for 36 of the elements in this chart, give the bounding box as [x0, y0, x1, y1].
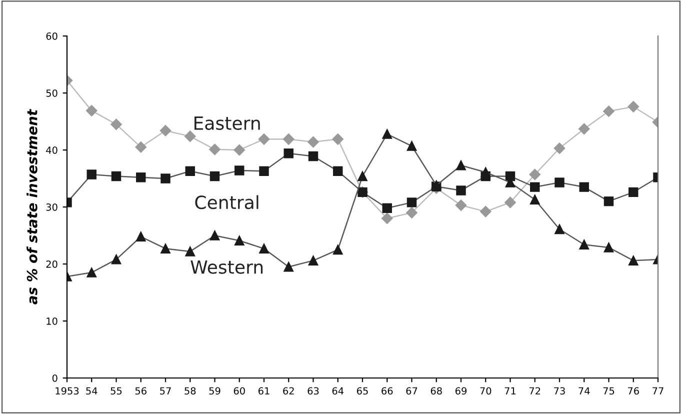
series-label: Central	[195, 195, 258, 210]
x-tick-label: 1953	[56, 387, 79, 395]
x-tick-label: 57	[160, 387, 171, 395]
x-tick-label: 63	[308, 387, 319, 395]
x-tick-label: 68	[430, 387, 442, 395]
x-tick-label: 74	[578, 387, 590, 394]
x-tick-label: 67	[406, 387, 418, 395]
x-tick-label: 62	[283, 387, 294, 395]
y-tick-label: 30	[46, 203, 58, 211]
x-tick-label: 54	[86, 387, 98, 395]
x-tick-label: 64	[332, 387, 344, 395]
x-tick-label: 70	[480, 387, 492, 395]
y-axis-title: as % of state investment	[26, 108, 38, 304]
x-tick-label: 72	[529, 387, 540, 394]
y-tick-label: 40	[46, 146, 58, 154]
y-tick-label: 60	[46, 32, 58, 40]
x-tick-label: 69	[455, 387, 466, 395]
x-tick-label: 59	[209, 387, 220, 395]
series-label: Eastern	[194, 116, 260, 130]
x-tick-label: 66	[382, 387, 393, 395]
series-label: Western	[190, 260, 263, 274]
x-tick-label: 58	[184, 387, 196, 395]
x-tick-label: 65	[356, 387, 368, 395]
x-tick-label: 73	[554, 387, 565, 395]
x-tick-label: 71	[504, 387, 516, 394]
x-tick-label: 77	[652, 387, 664, 394]
x-tick-label: 76	[628, 387, 639, 395]
y-tick-label: 10	[46, 317, 58, 325]
x-tick-label: 56	[135, 387, 146, 395]
x-tick-label: 60	[234, 387, 245, 395]
y-tick-label: 0	[52, 374, 58, 382]
y-tick-label: 50	[46, 89, 58, 97]
x-tick-label: 75	[603, 387, 614, 395]
x-tick-label: 55	[110, 387, 122, 395]
x-tick-label: 61	[258, 387, 270, 395]
y-tick-label: 20	[46, 260, 58, 268]
